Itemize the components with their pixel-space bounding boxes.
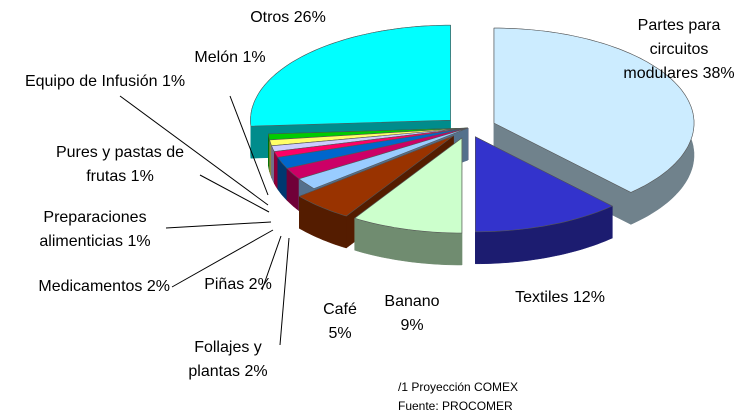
category-name: Equipo de Infusión <box>24 73 158 90</box>
value-label: 1% <box>242 49 266 66</box>
category-name: Café <box>323 301 357 318</box>
value-label: 2% <box>244 363 268 380</box>
value-label: 38% <box>702 65 735 82</box>
value-label: 5% <box>328 325 352 342</box>
category-name: Otros <box>250 9 290 26</box>
leader-line <box>229 95 269 196</box>
leader-line <box>279 237 290 346</box>
slice <box>354 137 463 234</box>
slice-tops <box>250 24 695 234</box>
slice-rim <box>274 151 279 191</box>
category-name: Pures y pastas de frutas <box>55 144 185 185</box>
leader-line <box>165 221 272 229</box>
slice-label: Textiles 12% <box>505 286 615 310</box>
leader-line <box>261 235 282 291</box>
value-label: 9% <box>400 317 424 334</box>
category-name: Textiles <box>515 289 569 306</box>
value-label: 2% <box>248 276 272 293</box>
value-label: 26% <box>293 9 326 26</box>
slice-label: Otros 26% <box>250 6 326 30</box>
category-name: Melón <box>194 49 238 66</box>
category-name: Medicamentos <box>38 278 143 295</box>
slice <box>493 27 695 193</box>
slice <box>286 127 469 180</box>
value-label: 1% <box>161 73 186 90</box>
slice-label: Banano 9% <box>372 290 452 338</box>
slice-label: Medicamentos 2% <box>0 275 170 299</box>
slice <box>250 24 451 127</box>
category-name: Preparaciones alimenticias <box>39 209 147 250</box>
slice-label: Follajes y plantas 2% <box>180 336 276 384</box>
slice-label: Melón 1% <box>192 46 268 70</box>
slice-label: Piñas 2% <box>200 273 276 297</box>
slice <box>277 127 469 169</box>
value-label: 12% <box>572 289 605 306</box>
category-name: Partes para circuitos modulares <box>623 17 721 82</box>
category-name: Piñas <box>204 276 245 293</box>
slice-label: Café 5% <box>310 298 370 346</box>
slice <box>298 127 469 189</box>
slice-label: Preparaciones alimenticias 1% <box>15 206 175 254</box>
footnote: /1 Proyección COMEX <box>398 380 519 394</box>
value-label: 2% <box>146 278 170 295</box>
slice-rim <box>271 145 275 185</box>
value-label: 1% <box>127 233 151 250</box>
slice <box>298 135 454 217</box>
leader-line <box>119 95 269 206</box>
slice-label: Partes para circuitos modulares 38% <box>620 14 738 86</box>
slice-label: Equipo de Infusión 1% <box>15 70 195 94</box>
leader-line <box>199 174 270 213</box>
slice-label: Pures y pastas de frutas 1% <box>40 141 200 189</box>
leader-line <box>171 229 274 288</box>
category-name: Banano <box>384 293 440 310</box>
slice <box>475 136 614 233</box>
source: Fuente: PROCOMER <box>398 399 513 413</box>
category-name: Follajes y plantas <box>188 339 262 380</box>
value-label: 1% <box>130 168 154 185</box>
